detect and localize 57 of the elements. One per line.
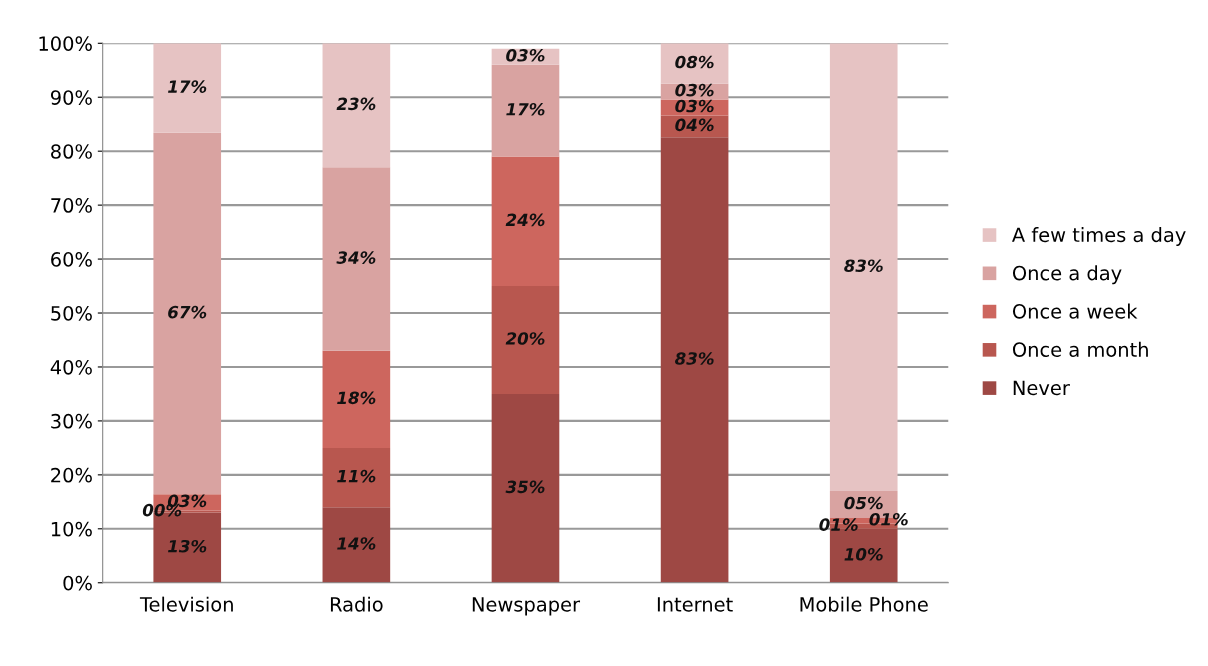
y-tick-label: 60% [51,252,92,267]
bar [322,350,391,448]
data-label: 08% [675,55,714,69]
data-label: 11% [337,469,376,483]
data-label: 35% [505,480,545,494]
legend-label: Once a day [1012,265,1122,285]
bar [322,167,391,351]
y-tick-label: 40% [50,359,92,375]
bar [660,43,729,84]
bar [322,507,391,583]
y-tick-label: 0% [63,575,92,591]
x-tick-label: Mobile Phone [800,596,928,612]
data-label: 20% [505,332,545,345]
y-tick-label: 20% [51,467,92,483]
bar [491,286,560,394]
y-tick-label: 80% [51,144,92,159]
data-label: 83% [844,259,883,272]
bar [153,43,222,133]
data-label: 67% [168,305,207,319]
y-tick-label: 100% [39,36,92,51]
data-label: 03% [506,49,545,62]
data-label: 23% [336,97,376,111]
data-label: 83% [675,352,714,365]
legend-label: Once a week [1012,303,1138,319]
bar [153,132,222,495]
bar [660,137,729,583]
data-label: 18% [337,391,376,405]
data-label: 03% [675,99,714,113]
x-tick-label: Internet [657,597,733,612]
bar [322,447,391,508]
x-tick-label: Radio [330,596,383,612]
data-label: 05% [844,496,883,510]
bar [322,43,391,168]
x-tick-label: Television [139,596,233,612]
legend-label: A few times a day [1012,227,1186,246]
data-label: 10% [844,548,883,561]
legend-label: Once a month [1012,341,1148,357]
y-tick-label: 70% [51,198,92,213]
legend-label: Never [1013,380,1070,396]
data-label: 14% [337,537,376,550]
y-tick-label: 10% [51,521,92,537]
data-label: 03% [675,83,714,97]
bar [491,64,560,157]
y-tick-label: 30% [51,413,92,429]
data-label: 24% [505,213,545,227]
x-tick-label: Newspaper [472,597,581,616]
y-tick-label: 50% [51,305,92,321]
data-label: 01% [819,518,858,531]
bar [491,393,560,583]
data-label: 17% [506,102,545,116]
data-label: 13% [168,539,207,553]
bar [829,43,898,492]
bar [491,156,560,287]
data-label: 34% [336,251,376,264]
data-label: 17% [168,80,207,93]
data-label: 04% [675,118,714,132]
y-tick-label: 90% [50,90,92,105]
